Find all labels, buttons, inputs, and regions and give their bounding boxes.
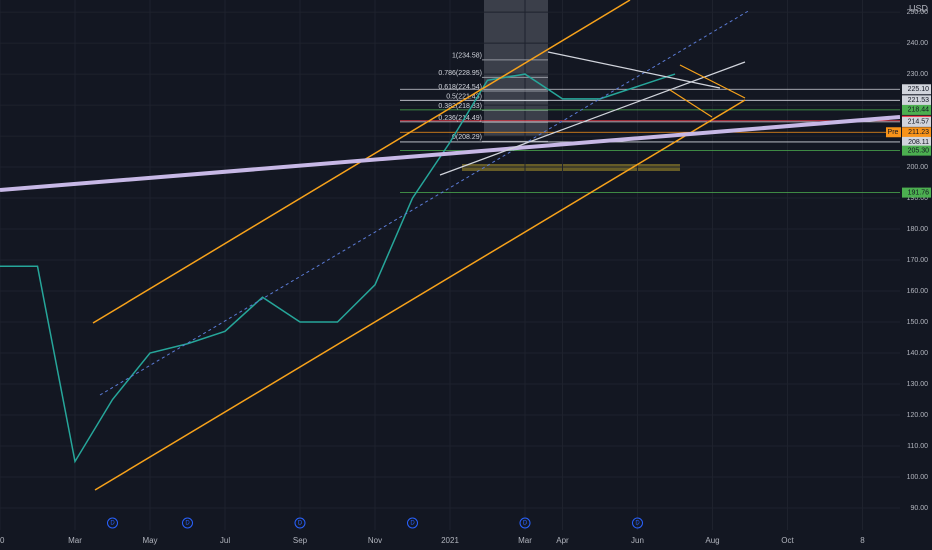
x-tick-label: Apr <box>556 536 569 545</box>
price-tag <box>902 84 931 95</box>
axes: 90.00 100.00 110.00 120.00 130.00 140.00 150.0… <box>0 9 931 545</box>
price-tag-label: 214.57 <box>908 119 930 126</box>
dividend-label: D <box>410 521 415 527</box>
dividend-marker <box>294 517 306 529</box>
x-tick-label: 8 <box>860 536 865 545</box>
fib-label: 0.5(221.43) <box>446 93 482 100</box>
price-tag-label: 208.11 <box>908 139 929 146</box>
x-tick-label: May <box>142 536 157 545</box>
fib-label: 0.786(228.95) <box>438 70 482 77</box>
x-tick-label: 2021 <box>441 536 459 545</box>
channel-mid <box>99 9 751 396</box>
x-tick-label: Mar <box>518 536 532 545</box>
x-tick-label: Sep <box>293 536 308 545</box>
fib-label: 0.236(214.49) <box>438 115 482 122</box>
y-tick-label: 230.00 <box>907 71 929 78</box>
y-tick-label: 100.00 <box>907 474 929 481</box>
y-tick-label: 160.00 <box>907 288 929 295</box>
y-tick-label: 140.00 <box>907 350 929 357</box>
triangle-top <box>547 51 721 89</box>
time-axis <box>0 530 932 550</box>
wedge-bottom <box>669 89 713 118</box>
dividend-label: D <box>185 521 190 527</box>
price-tag-label: 205.30 <box>908 147 930 154</box>
dividend-label: D <box>110 521 115 527</box>
price-tag-label: 225.10 <box>908 86 930 93</box>
x-tick-label: Nov <box>368 536 382 545</box>
wedge-top <box>679 64 746 99</box>
x-tick-label: Jul <box>220 536 230 545</box>
y-tick-label: 180.00 <box>907 226 929 233</box>
channel-lower <box>94 99 746 491</box>
dividend-marker <box>107 517 118 529</box>
dividend-marker <box>632 517 643 529</box>
price-tag <box>902 187 931 198</box>
price-tag <box>902 95 931 106</box>
y-tick-label: 200.00 <box>907 164 929 171</box>
price-tag-label: 211.23 <box>908 129 929 136</box>
y-tick-label: 90.00 <box>910 505 928 512</box>
pre-tag <box>886 127 901 138</box>
levels: 1(234.58) 0.786(228.95) 0.618(224.54) 0.5(2… <box>400 53 900 193</box>
price-tag <box>902 145 931 156</box>
price-tag-label: 191.76 <box>908 189 930 196</box>
y-tick-label: 130.00 <box>907 381 929 388</box>
price-axis <box>900 0 932 530</box>
y-tick-label: 190.00 <box>907 195 929 202</box>
currency: USD <box>909 3 929 13</box>
pre-label: Pre <box>888 129 899 136</box>
x-tick-label: Jun <box>631 536 644 545</box>
support-line <box>0 115 901 192</box>
y-tick-label: 110.00 <box>907 443 928 450</box>
price-line <box>0 73 676 464</box>
dividend-label: D <box>298 521 303 527</box>
series <box>0 73 676 464</box>
price-tag <box>902 127 931 138</box>
price-tag-label: 218.44 <box>908 107 930 114</box>
y-tick-label: 250.00 <box>907 9 929 16</box>
triangle-bottom <box>439 61 746 176</box>
price-tag <box>902 136 931 147</box>
dividend-marker <box>519 517 531 529</box>
x-tick-label: 20 <box>0 536 5 545</box>
y-tick-label: 240.00 <box>907 40 929 47</box>
y-tick-label: 170.00 <box>907 257 929 264</box>
x-tick-label: Oct <box>781 536 794 545</box>
drawings <box>0 0 901 491</box>
y-tick-label: 120.00 <box>907 412 929 419</box>
dividend-marker <box>407 517 418 529</box>
fib-label: 0(208.29) <box>452 134 482 141</box>
price-tag <box>902 104 931 115</box>
fib-label: 0.618(224.54) <box>438 84 482 91</box>
x-tick-label: Aug <box>705 536 719 545</box>
grid <box>0 0 900 530</box>
x-tick-label: Mar <box>68 536 82 545</box>
fib-label: 1(234.58) <box>452 53 482 60</box>
dividend-label: D <box>635 521 640 527</box>
price-tag-label: 221.53 <box>908 97 930 104</box>
y-tick-label: 150.00 <box>907 319 929 326</box>
dividend-label: D <box>523 521 528 527</box>
fib-label: 0.382(218.33) <box>438 103 482 110</box>
dividend-marker <box>182 517 193 529</box>
price-tag <box>902 116 931 127</box>
